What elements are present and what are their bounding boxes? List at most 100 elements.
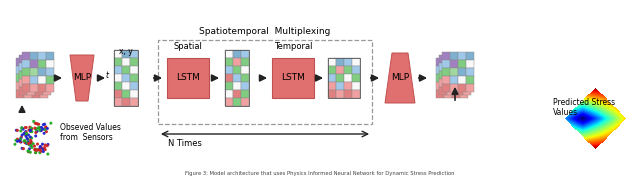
Bar bbox=[22, 68, 30, 76]
Point bbox=[32, 130, 42, 133]
Bar bbox=[447, 79, 455, 87]
Point bbox=[20, 140, 30, 143]
Bar bbox=[114, 98, 122, 106]
Text: MLP: MLP bbox=[73, 74, 91, 82]
Bar bbox=[450, 76, 458, 84]
Bar bbox=[38, 76, 46, 84]
Bar bbox=[130, 98, 138, 106]
Point bbox=[27, 146, 37, 149]
Point bbox=[24, 147, 35, 150]
Bar bbox=[130, 74, 138, 82]
Bar bbox=[114, 74, 122, 82]
Bar bbox=[24, 66, 32, 74]
Bar bbox=[130, 50, 138, 58]
Point bbox=[21, 132, 31, 135]
Point bbox=[26, 145, 36, 148]
Bar bbox=[225, 98, 233, 106]
Bar bbox=[452, 74, 460, 82]
Bar bbox=[444, 66, 452, 74]
Bar bbox=[460, 66, 468, 74]
Bar bbox=[344, 82, 352, 90]
Point bbox=[42, 144, 52, 147]
Bar bbox=[38, 68, 46, 76]
Point bbox=[24, 142, 34, 145]
Point bbox=[43, 153, 53, 155]
Bar bbox=[130, 82, 138, 90]
Bar bbox=[452, 58, 460, 66]
Bar bbox=[460, 58, 468, 66]
Point bbox=[20, 132, 31, 135]
Point bbox=[20, 139, 30, 142]
Bar bbox=[130, 90, 138, 98]
Point bbox=[17, 134, 28, 137]
Point bbox=[16, 130, 26, 132]
Point bbox=[29, 145, 40, 148]
Bar bbox=[233, 90, 241, 98]
Point bbox=[33, 143, 43, 145]
Point bbox=[35, 148, 45, 151]
Point bbox=[19, 140, 29, 142]
Bar bbox=[122, 66, 130, 74]
Bar bbox=[460, 82, 468, 90]
Point bbox=[30, 151, 40, 154]
Bar bbox=[463, 71, 471, 79]
Bar bbox=[16, 74, 24, 82]
Point bbox=[38, 150, 49, 153]
Bar bbox=[458, 76, 466, 84]
Bar bbox=[30, 68, 38, 76]
Bar bbox=[450, 84, 458, 92]
Point bbox=[31, 128, 41, 131]
Bar bbox=[463, 63, 471, 71]
Bar bbox=[225, 58, 233, 66]
Bar bbox=[122, 58, 130, 66]
Point bbox=[17, 127, 27, 129]
Bar bbox=[233, 50, 241, 58]
Point bbox=[23, 150, 33, 153]
Bar bbox=[233, 82, 241, 90]
Point bbox=[16, 137, 26, 140]
Point bbox=[35, 126, 45, 129]
Point bbox=[36, 145, 46, 148]
Bar bbox=[233, 58, 241, 66]
Polygon shape bbox=[385, 53, 415, 103]
Bar bbox=[452, 66, 460, 74]
Bar bbox=[19, 79, 27, 87]
Point bbox=[30, 148, 40, 151]
Text: t: t bbox=[106, 72, 109, 80]
Bar bbox=[114, 58, 122, 66]
Bar bbox=[22, 84, 30, 92]
Point bbox=[26, 142, 36, 145]
Bar bbox=[328, 58, 360, 98]
Bar bbox=[463, 79, 471, 87]
Point bbox=[21, 126, 31, 129]
Bar bbox=[46, 84, 54, 92]
Bar bbox=[328, 58, 336, 66]
Bar bbox=[43, 63, 51, 71]
Point bbox=[24, 143, 35, 145]
Point bbox=[23, 150, 33, 152]
Bar bbox=[114, 50, 122, 58]
Bar bbox=[455, 63, 463, 71]
Bar bbox=[35, 55, 43, 63]
Bar bbox=[241, 90, 249, 98]
Point bbox=[36, 126, 47, 129]
Bar bbox=[439, 71, 447, 79]
Bar bbox=[122, 90, 130, 98]
Bar bbox=[442, 68, 450, 76]
Bar bbox=[442, 84, 450, 92]
Bar bbox=[439, 55, 447, 63]
Point bbox=[31, 131, 41, 134]
Bar bbox=[30, 52, 38, 60]
Point bbox=[17, 126, 27, 129]
Bar bbox=[460, 90, 468, 98]
Bar bbox=[450, 68, 458, 76]
Bar bbox=[455, 71, 463, 79]
Point bbox=[22, 142, 32, 145]
Point bbox=[20, 141, 30, 144]
Text: LSTM: LSTM bbox=[176, 74, 200, 82]
Point bbox=[41, 125, 51, 128]
Point bbox=[40, 123, 50, 126]
Bar bbox=[344, 74, 352, 82]
Point bbox=[36, 147, 47, 150]
Point bbox=[29, 120, 39, 123]
